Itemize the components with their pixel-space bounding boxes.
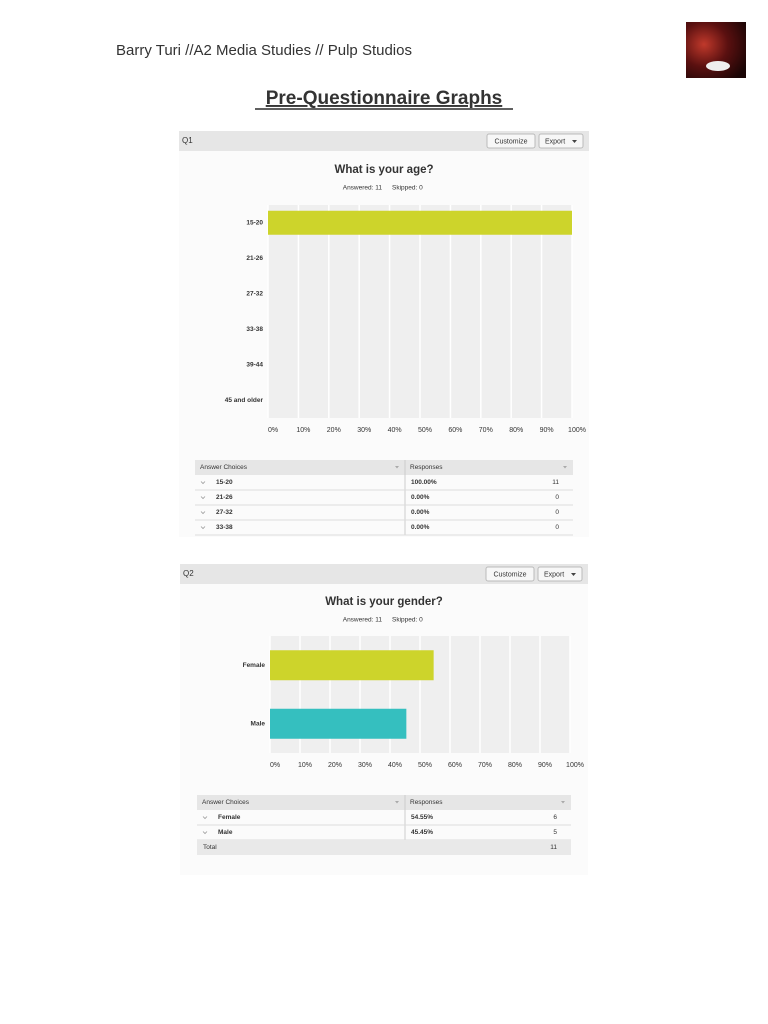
x-tick-label: 30% [357, 427, 371, 434]
table-cell: 15-20 [216, 479, 233, 486]
button-label: Customize [493, 571, 526, 578]
x-tick-label: 10% [296, 427, 310, 434]
table-total-value: 11 [550, 844, 557, 851]
row-chevron [200, 511, 206, 515]
x-tick-label: 90% [540, 427, 554, 434]
answered: Answered: 11 [343, 185, 383, 192]
table-cell: Female [218, 814, 241, 821]
sort-caret [395, 801, 399, 804]
bar [270, 650, 434, 681]
toolbar-button[interactable] [485, 566, 535, 582]
category-label: 33-38 [246, 326, 263, 333]
table-cell: 5 [553, 829, 557, 836]
x-tick-label: 90% [538, 762, 552, 769]
chart-title: What is your age? [334, 164, 433, 176]
table-column: Responses [410, 464, 443, 471]
table-total-label: Total [203, 844, 217, 851]
skipped: Skipped: 0 [392, 617, 423, 624]
table-cell: 21-26 [216, 494, 233, 501]
category-label: 27-32 [246, 290, 263, 297]
bar [268, 210, 572, 235]
x-tick-label: 0% [268, 427, 278, 434]
table-cell: 0.00% [411, 524, 430, 531]
row-chevron [202, 816, 208, 820]
x-tick-label: 70% [479, 427, 493, 434]
row-chevron [200, 481, 206, 485]
toolbar-button[interactable] [486, 133, 536, 149]
x-tick-label: 20% [328, 762, 342, 769]
category-label: 15-20 [246, 219, 263, 226]
row-chevron [200, 496, 206, 500]
skipped: Skipped: 0 [392, 185, 423, 192]
x-tick-label: 30% [358, 762, 372, 769]
toolbar-button[interactable] [537, 566, 583, 582]
toolbar-button[interactable] [538, 133, 584, 149]
category-label: Female [243, 662, 266, 669]
x-tick-label: 60% [448, 427, 462, 434]
category-label: 39-44 [246, 361, 263, 368]
row-chevron [202, 831, 208, 835]
sort-caret [563, 466, 567, 469]
button-label: Export [544, 571, 564, 578]
table-cell: 27-32 [216, 509, 233, 516]
table-cell: 0 [555, 524, 559, 531]
table-cell: 11 [552, 479, 559, 486]
x-tick-label: 10% [298, 762, 312, 769]
dropdown-caret [572, 140, 577, 143]
dropdown-caret [571, 573, 576, 576]
table-cell: 0 [555, 494, 559, 501]
row-chevron [200, 526, 206, 530]
category-label: 21-26 [246, 255, 263, 262]
page-title: Pre-Questionnaire Graphs [266, 88, 503, 109]
button-label: Customize [494, 138, 527, 145]
answered: Answered: 11 [343, 617, 383, 624]
logo-detail [706, 61, 730, 71]
header-text: Barry Turi //A2 Media Studies // Pulp St… [116, 42, 412, 59]
category-label: 45 and older [225, 397, 264, 404]
table-column: Answer Choices [202, 799, 250, 806]
table-cell: 0.00% [411, 509, 430, 516]
x-tick-label: 70% [478, 762, 492, 769]
bar [270, 708, 407, 739]
table-cell: 54.55% [411, 814, 433, 821]
table-cell: Male [218, 829, 233, 836]
x-tick-label: 40% [388, 427, 402, 434]
table-cell: 6 [553, 814, 557, 821]
x-tick-label: 40% [388, 762, 402, 769]
table-total-row [197, 840, 571, 855]
table-cell: 0 [555, 509, 559, 516]
panel-label: Q1 [182, 136, 193, 145]
table-cell: 100.00% [411, 479, 437, 486]
x-tick-label: 100% [568, 427, 586, 434]
table-cell: 0.00% [411, 494, 430, 501]
table-cell: 45.45% [411, 829, 433, 836]
button-label: Export [545, 138, 565, 145]
x-tick-label: 0% [270, 762, 280, 769]
x-tick-label: 50% [418, 427, 432, 434]
table-header [197, 795, 571, 810]
sort-caret [561, 801, 565, 804]
x-tick-label: 80% [509, 427, 523, 434]
x-tick-label: 60% [448, 762, 462, 769]
x-tick-label: 100% [566, 762, 584, 769]
x-tick-label: 80% [508, 762, 522, 769]
x-tick-label: 20% [327, 427, 341, 434]
sort-caret [395, 466, 399, 469]
table-column: Responses [410, 799, 443, 806]
panel-label: Q2 [183, 569, 194, 578]
x-tick-label: 50% [418, 762, 432, 769]
table-header [195, 460, 573, 475]
chart-title: What is your gender? [325, 596, 443, 608]
table-column: Answer Choices [200, 464, 248, 471]
table-cell: 33-38 [216, 524, 233, 531]
category-label: Male [251, 720, 266, 727]
